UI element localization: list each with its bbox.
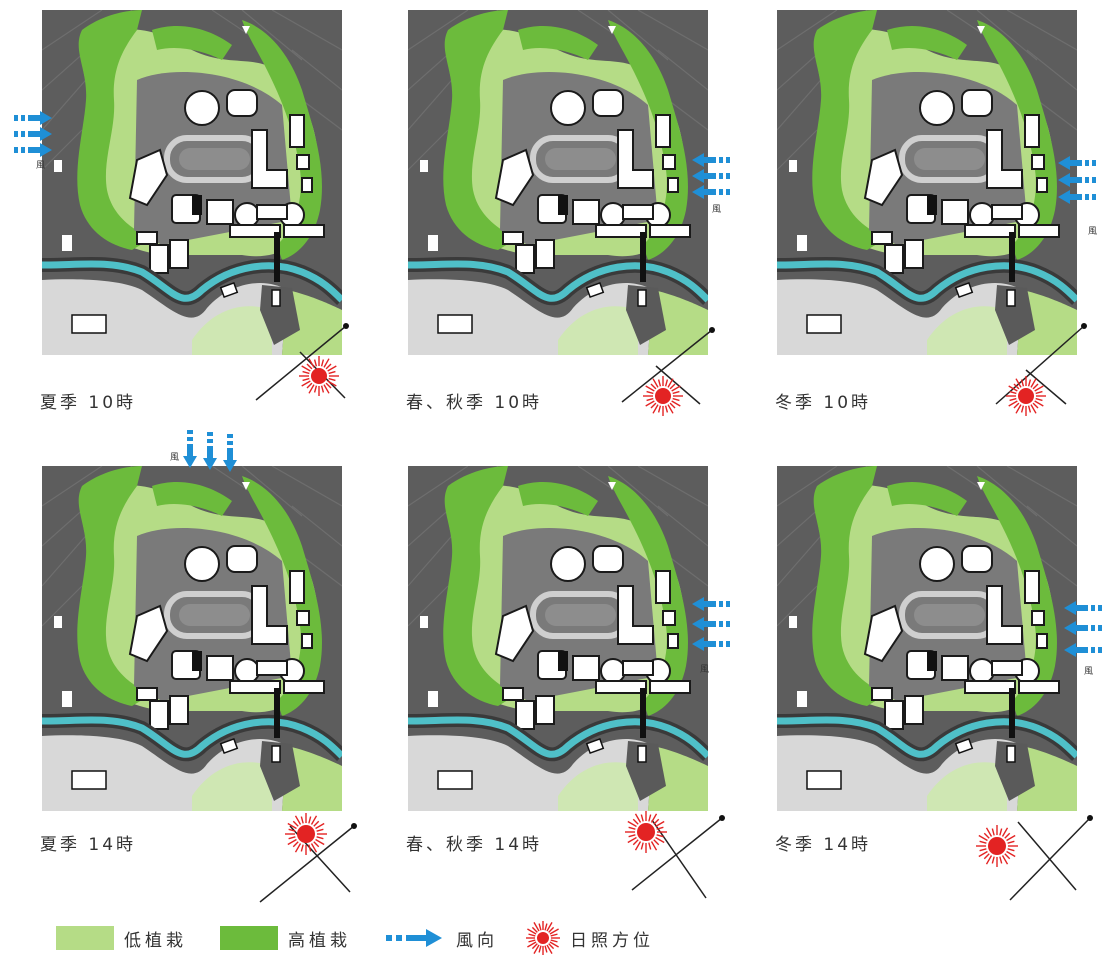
wind-label: 風: [712, 204, 721, 215]
panel-summer-10: 夏季 10時: [40, 10, 342, 413]
panel-spring-autumn-14: 春、秋季 14時: [406, 466, 708, 855]
campus-map: [42, 466, 342, 811]
legend-label: 低植栽: [124, 930, 187, 951]
panel-caption: 春、秋季 14時: [406, 835, 543, 855]
legend-label: 高植栽: [288, 930, 351, 951]
panel-caption: 春、秋季 10時: [406, 393, 543, 413]
wind-label: 風: [1088, 226, 1097, 237]
legend-wind: 風向: [386, 924, 498, 952]
wind-arrow-icon: [386, 929, 442, 947]
campus-map: [777, 466, 1077, 811]
panel-spring-autumn-10: 春、秋季 10時: [406, 10, 708, 413]
high-planting-swatch: [220, 926, 278, 950]
wind-label: 風: [170, 452, 179, 463]
wind-label: 風: [1084, 666, 1093, 677]
legend-label: 日照方位: [570, 930, 654, 951]
legend-high-planting: 高植栽: [220, 924, 351, 952]
low-planting-swatch: [56, 926, 114, 950]
campus-map: [777, 10, 1077, 355]
legend: 低植栽 高植栽 風向 日照方位: [56, 921, 736, 955]
wind-arrow: [183, 430, 197, 468]
panel-caption: 冬季 14時: [775, 835, 872, 855]
campus-map: [408, 466, 708, 811]
direction-lines: [631, 815, 725, 899]
sun-marker: [299, 356, 339, 396]
panel-winter-10: 冬季 10時: [775, 10, 1077, 413]
sun-marker: [526, 921, 560, 955]
panel-winter-14: 冬季 14時: [775, 466, 1077, 855]
direction-lines: [259, 823, 357, 903]
direction-lines: [1009, 815, 1093, 901]
legend-low-planting: 低植栽: [56, 924, 187, 952]
panel-caption: 夏季 14時: [40, 835, 137, 855]
campus-map: [42, 10, 342, 355]
legend-label: 風向: [456, 930, 498, 951]
sun-marker: [643, 376, 683, 416]
panel-caption: 夏季 10時: [40, 393, 137, 413]
sun-marker: [625, 811, 667, 853]
panel-summer-14: 夏季 14時: [40, 466, 342, 855]
wind-arrow: [203, 432, 217, 470]
sun-marker: [285, 813, 327, 855]
sun-marker: [1006, 376, 1046, 416]
campus-map: [408, 10, 708, 355]
panel-caption: 冬季 10時: [775, 393, 872, 413]
legend-sun: 日照方位: [526, 921, 654, 955]
sun-marker: [976, 825, 1018, 867]
